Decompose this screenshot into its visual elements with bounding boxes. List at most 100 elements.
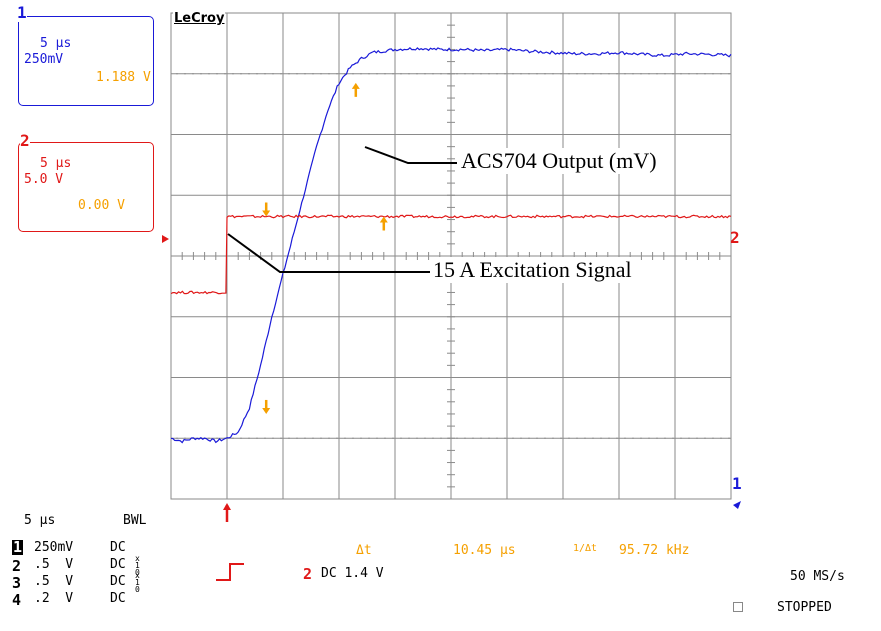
reference-dot: [568, 73, 570, 75]
reference-dot: [272, 73, 274, 75]
output-leader-line: [364, 146, 457, 164]
reference-dot: [448, 73, 450, 75]
reference-dot: [232, 73, 234, 75]
reference-dot: [696, 437, 698, 439]
reference-dot: [424, 437, 426, 439]
reference-dot: [512, 73, 514, 75]
reference-dot: [688, 73, 690, 75]
reference-dot: [648, 73, 650, 75]
reference-dot: [216, 437, 218, 439]
reference-dot: [720, 437, 722, 439]
trigger-position-arrow: [223, 503, 231, 522]
bwl-indicator: BWL: [123, 513, 147, 528]
reference-dot: [600, 437, 602, 439]
channel-2-box[interactable]: [18, 142, 154, 232]
reference-dot: [456, 73, 458, 75]
reference-dot: [456, 437, 458, 439]
reference-dot: [536, 437, 538, 439]
channel-row-4-scale: .2 V: [34, 591, 74, 606]
reference-dot: [448, 437, 450, 439]
reference-dot: [536, 73, 538, 75]
reference-dot: [408, 437, 410, 439]
reference-dot: [544, 437, 546, 439]
reference-dot: [672, 73, 674, 75]
reference-dot: [248, 73, 250, 75]
reference-dot: [488, 437, 490, 439]
ch1-cursor-value: 1.188 V: [96, 70, 151, 85]
reference-dot: [696, 73, 698, 75]
excitation-signal-label: 15 A Excitation Signal: [433, 257, 632, 283]
reference-dot: [304, 437, 306, 439]
delta-t-label: Δt: [356, 543, 372, 558]
reference-dot: [352, 437, 354, 439]
reference-dot: [616, 73, 618, 75]
inverse-delta-t-label: 1/Δt: [573, 543, 598, 554]
reference-dot: [656, 437, 658, 439]
reference-dot: [256, 73, 258, 75]
channel-row-4-number[interactable]: 4: [12, 591, 22, 609]
channel-1-box[interactable]: [18, 16, 154, 106]
reference-dot: [592, 73, 594, 75]
reference-dot: [464, 437, 466, 439]
reference-dot: [568, 437, 570, 439]
reference-dot: [352, 73, 354, 75]
reference-dot: [496, 73, 498, 75]
reference-dot: [480, 437, 482, 439]
ch1-trace: [170, 46, 732, 444]
reference-dot: [176, 73, 178, 75]
reference-dot: [208, 73, 210, 75]
channel-row-3-coupling: DC: [110, 574, 126, 589]
trigger-channel: 2: [303, 565, 313, 583]
reference-dot: [472, 73, 474, 75]
lecroy-logo: LeCroy: [173, 11, 226, 26]
reference-dot: [184, 73, 186, 75]
reference-dot: [576, 437, 578, 439]
channel-row-2-number[interactable]: 2: [12, 557, 22, 575]
reference-dot: [336, 437, 338, 439]
reference-dot: [328, 437, 330, 439]
channel-row-1-number[interactable]: 1: [12, 538, 24, 556]
reference-dot: [528, 73, 530, 75]
reference-dot: [416, 437, 418, 439]
reference-dot: [704, 73, 706, 75]
reference-dot: [280, 437, 282, 439]
reference-dot: [632, 73, 634, 75]
reference-dot: [304, 73, 306, 75]
reference-dot: [576, 73, 578, 75]
reference-dot: [664, 437, 666, 439]
acquisition-status: STOPPED: [777, 600, 832, 615]
reference-dot: [240, 73, 242, 75]
reference-dot: [520, 437, 522, 439]
trigger-level-marker: [162, 235, 169, 243]
reference-dot: [272, 437, 274, 439]
reference-dot: [480, 73, 482, 75]
cursor-down-arrow: [262, 202, 271, 217]
reference-dot: [712, 437, 714, 439]
reference-dot: [360, 437, 362, 439]
ch1-edge-arrow: [733, 501, 741, 509]
reference-dot: [704, 437, 706, 439]
channel-row-4-coupling: DC: [110, 591, 126, 606]
ch2-cursor-value: 0.00 V: [78, 198, 125, 213]
reference-dot: [464, 73, 466, 75]
channel-2-number: 2: [20, 131, 30, 150]
reference-dot: [416, 73, 418, 75]
reference-dot: [656, 73, 658, 75]
reference-dot: [400, 437, 402, 439]
ch1-timebase: 5 μs: [40, 36, 72, 51]
sample-rate: 50 MS/s: [790, 569, 845, 584]
reference-dot: [384, 437, 386, 439]
channel-row-2-scale: .5 V: [34, 557, 74, 572]
reference-dot: [616, 437, 618, 439]
reference-dot: [192, 73, 194, 75]
reference-dot: [552, 437, 554, 439]
channel-row-2-probe: x10: [135, 554, 140, 577]
ch2-timebase: 5 μs: [40, 156, 72, 171]
cursor-up-arrow: [379, 216, 388, 231]
reference-dot: [552, 73, 554, 75]
channel-row-3-number[interactable]: 3: [12, 574, 22, 592]
reference-dot: [344, 73, 346, 75]
reference-dot: [712, 73, 714, 75]
reference-dot: [200, 73, 202, 75]
